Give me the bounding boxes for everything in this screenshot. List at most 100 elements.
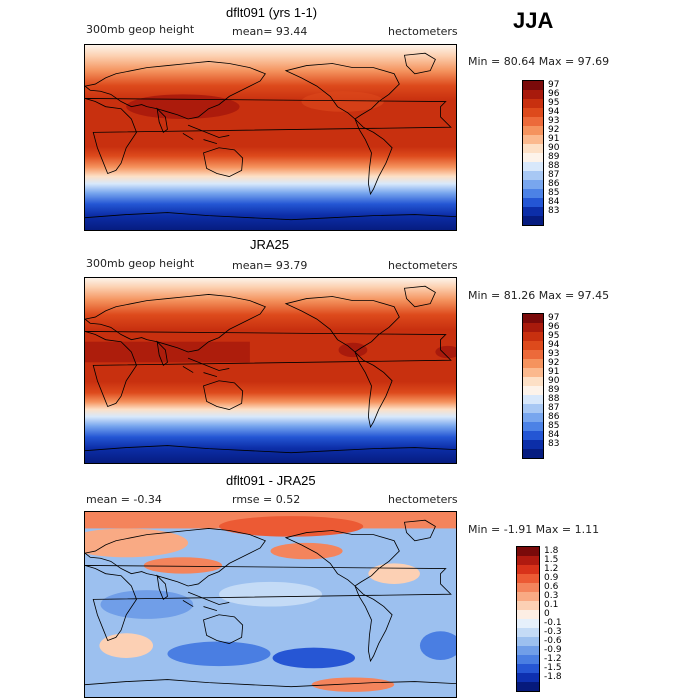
colorbar-tick-label: 93: [548, 116, 560, 126]
colorbar-tick-label: -0.6: [544, 636, 562, 646]
colorbar-tick-label: 0: [544, 609, 550, 619]
colorbar-tick-label: -0.9: [544, 645, 562, 655]
colorbar-swatch: [523, 108, 543, 117]
colorbar-swatch: [523, 99, 543, 108]
colorbar-swatch: [523, 440, 543, 449]
colorbar-tick-label: 1.8: [544, 546, 559, 556]
colorbar-tick-label: 1.2: [544, 564, 559, 574]
panel1-mean-label: mean= 93.44: [232, 25, 308, 38]
coastline: [403, 52, 436, 75]
coastline: [85, 98, 452, 174]
coastline: [85, 212, 456, 221]
colorbar-swatch: [523, 180, 543, 189]
colorbar-swatch: [523, 368, 543, 377]
panel2-minmax-label: Min = 81.26 Max = 97.45: [468, 289, 610, 302]
colorbar-tick-label: 85: [548, 421, 560, 431]
colorbar-tick-label: 83: [548, 439, 560, 449]
coastline: [85, 331, 452, 407]
colorbar-tick-label: 95: [548, 331, 560, 341]
coastline: [203, 380, 244, 410]
colorbar-swatch: [517, 628, 539, 637]
panel3-field: [85, 512, 456, 697]
panel3-title: dflt091 - JRA25: [226, 473, 316, 488]
coastline: [354, 585, 393, 663]
panel2-mean-label: mean= 93.79: [232, 259, 308, 272]
coastline: [284, 530, 400, 587]
colorbar-swatch: [517, 646, 539, 655]
coastline: [85, 679, 456, 688]
colorbar-swatch: [523, 207, 543, 216]
colorbar-tick-label: 94: [548, 340, 560, 350]
panel3-minmax-label: Min = -1.91 Max = 1.11: [468, 523, 600, 536]
colorbar-swatch: [523, 162, 543, 171]
panel1-colorbar: [522, 80, 544, 226]
colorbar-tick-label: -0.3: [544, 627, 562, 637]
colorbar-swatch: [517, 655, 539, 664]
colorbar-tick-label: 96: [548, 89, 560, 99]
coastline: [156, 574, 168, 601]
colorbar-tick-label: 92: [548, 358, 560, 368]
coastline: [354, 118, 393, 196]
colorbar-swatch: [523, 198, 543, 207]
colorbar-tick-label: 97: [548, 313, 560, 323]
colorbar-tick-label: 85: [548, 188, 560, 198]
colorbar-tick-label: 87: [548, 170, 560, 180]
colorbar-swatch: [517, 637, 539, 646]
colorbar-tick-label: 89: [548, 152, 560, 162]
colorbar-swatch: [517, 619, 539, 628]
colorbar-swatch: [523, 189, 543, 198]
colorbar-tick-label: 95: [548, 98, 560, 108]
coastline: [403, 519, 436, 542]
colorbar-tick-label: 0.3: [544, 591, 559, 601]
panel3-units-label: hectometers: [388, 493, 458, 506]
coastline: [182, 357, 230, 378]
coastline: [85, 528, 266, 587]
coastline: [156, 340, 168, 367]
colorbar-swatch: [523, 431, 543, 440]
coastline: [403, 285, 436, 308]
colorbar-tick-label: 0.9: [544, 573, 559, 583]
colorbar-swatch: [523, 81, 543, 90]
coastline: [85, 294, 266, 353]
colorbar-swatch: [523, 126, 543, 135]
colorbar-tick-label: 0.1: [544, 600, 559, 610]
colorbar-tick-label: -1.8: [544, 672, 562, 682]
panel1-minmax-label: Min = 80.64 Max = 97.69: [468, 55, 610, 68]
panel1-units-label: hectometers: [388, 25, 458, 38]
colorbar-tick-label: 0.6: [544, 582, 559, 592]
panel2-map: [84, 277, 457, 464]
panel2-units-label: hectometers: [388, 259, 458, 272]
colorbar-tick-label: 91: [548, 367, 560, 377]
colorbar-tick-label: 97: [548, 80, 560, 90]
colorbar-tick-label: 90: [548, 143, 560, 153]
coastline: [156, 107, 168, 134]
coastline: [182, 591, 230, 612]
colorbar-tick-label: 92: [548, 125, 560, 135]
colorbar-swatch: [523, 377, 543, 386]
colorbar-tick-label: 96: [548, 322, 560, 332]
panel2-colorbar: [522, 313, 544, 459]
panel3-colorbar: [516, 546, 540, 692]
colorbar-tick-label: 87: [548, 403, 560, 413]
colorbar-tick-label: -1.2: [544, 654, 562, 664]
colorbar-swatch: [523, 153, 543, 162]
colorbar-tick-label: 88: [548, 161, 560, 171]
colorbar-swatch: [517, 592, 539, 601]
colorbar-tick-label: 93: [548, 349, 560, 359]
colorbar-tick-label: 84: [548, 197, 560, 207]
colorbar-tick-label: 88: [548, 394, 560, 404]
coastline: [354, 351, 393, 429]
colorbar-swatch: [523, 90, 543, 99]
colorbar-swatch: [523, 395, 543, 404]
coastline: [85, 61, 266, 120]
panel3-map: [84, 511, 457, 698]
colorbar-swatch: [517, 583, 539, 592]
colorbar-swatch: [517, 601, 539, 610]
colorbar-swatch: [523, 413, 543, 422]
panel2-field: [85, 278, 456, 463]
colorbar-swatch: [523, 449, 543, 458]
colorbar-swatch: [523, 216, 543, 225]
colorbar-tick-label: 91: [548, 134, 560, 144]
colorbar-tick-label: 86: [548, 412, 560, 422]
colorbar-swatch: [523, 422, 543, 431]
